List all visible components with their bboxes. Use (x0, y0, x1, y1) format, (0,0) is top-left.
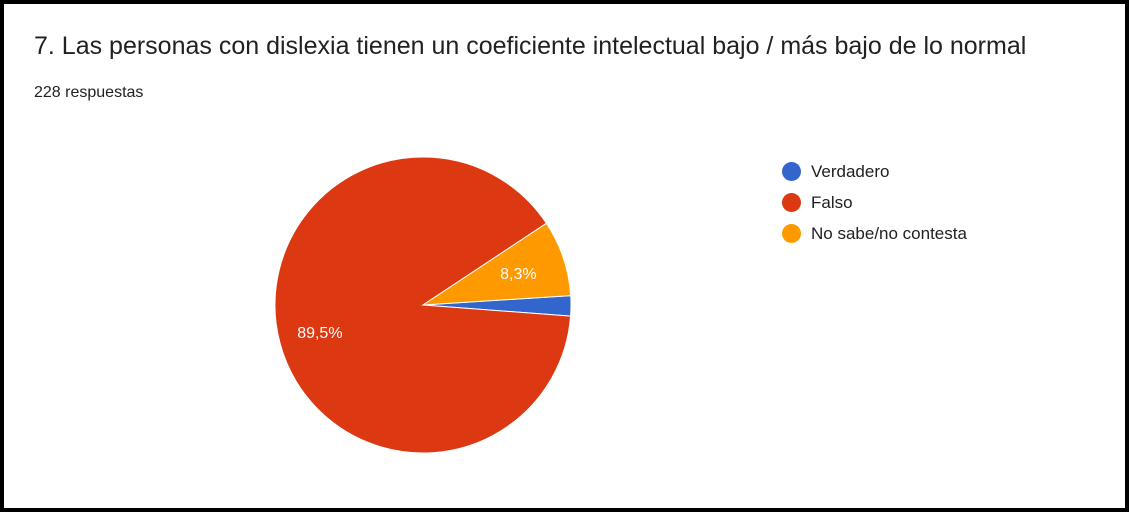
question-title: 7. Las personas con dislexia tienen un c… (34, 32, 1027, 60)
legend-item-verdadero[interactable]: Verdadero (782, 156, 967, 187)
legend-swatch-falso (782, 193, 801, 212)
legend-label-verdadero: Verdadero (811, 161, 890, 181)
legend-swatch-verdadero (782, 162, 801, 181)
chart-legend: Verdadero Falso No sabe/no contesta (782, 156, 967, 249)
legend-item-falso[interactable]: Falso (782, 187, 967, 218)
pie-label-no-sabe: 8,3% (500, 266, 536, 283)
response-count: 228 respuestas (34, 84, 144, 101)
pie-slice-no-sabe[interactable] (421, 222, 572, 306)
legend-swatch-no-sabe (782, 224, 801, 243)
legend-item-no-sabe[interactable]: No sabe/no contesta (782, 218, 967, 249)
legend-label-no-sabe: No sabe/no contesta (811, 223, 967, 243)
pie-label-falso: 89,5% (297, 325, 342, 342)
legend-label-falso: Falso (811, 192, 853, 212)
